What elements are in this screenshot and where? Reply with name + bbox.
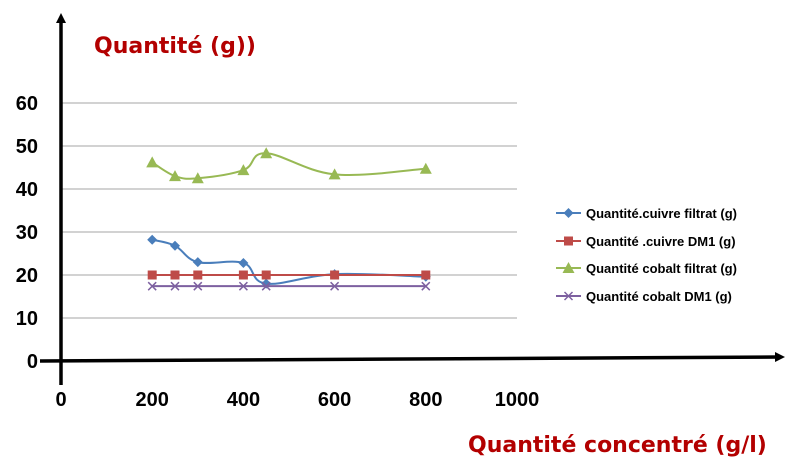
data-point xyxy=(261,270,271,280)
data-point xyxy=(147,234,158,245)
data-point xyxy=(169,170,181,182)
data-point xyxy=(170,240,180,251)
data-point xyxy=(328,168,341,180)
data-point xyxy=(238,281,248,291)
data-point xyxy=(193,281,203,291)
y-tick-labels: 0 10 20 30 40 50 60 xyxy=(16,93,38,373)
y-axis-title: Quantité (g)) xyxy=(94,34,256,59)
data-point xyxy=(237,164,250,176)
data-point xyxy=(330,281,340,291)
series-2 xyxy=(147,270,431,280)
x-axis-title: Quantité concentré (g/l) xyxy=(468,433,767,458)
legend-marker xyxy=(562,262,575,273)
y-tick-label: 0 xyxy=(27,351,38,373)
legend-label: Quantité cobalt filtrat (g) xyxy=(586,261,737,276)
data-point xyxy=(193,270,203,280)
x-tick-label: 200 xyxy=(136,389,169,411)
legend-marker xyxy=(563,208,574,218)
data-point xyxy=(146,156,159,168)
x-tick-label: 800 xyxy=(409,389,442,411)
x-tick-label: 1000 xyxy=(495,389,540,411)
x-tick-label: 600 xyxy=(318,389,351,411)
legend-item: Quantité .cuivre DM1 (g) xyxy=(556,234,736,249)
data-point xyxy=(238,257,249,268)
plot-area xyxy=(146,147,432,291)
legend: Quantité.cuivre filtrat (g) Quantité .cui… xyxy=(556,206,737,304)
legend-item: Quantité.cuivre filtrat (g) xyxy=(556,206,737,221)
grid-lines xyxy=(61,102,517,319)
data-point xyxy=(147,270,157,280)
data-point xyxy=(170,281,180,291)
data-point xyxy=(419,162,432,174)
series-4 xyxy=(147,281,431,291)
data-point xyxy=(238,270,248,280)
data-point xyxy=(421,270,431,280)
data-point xyxy=(191,172,204,184)
data-point xyxy=(330,270,340,280)
legend-marker xyxy=(564,236,573,246)
series-3 xyxy=(146,147,432,184)
legend-label: Quantité.cuivre filtrat (g) xyxy=(586,206,737,221)
legend-marker xyxy=(563,291,574,301)
y-tick-label: 10 xyxy=(16,308,38,330)
x-tick-label: 400 xyxy=(227,389,260,411)
series-1 xyxy=(147,234,431,289)
legend-item: Quantité cobalt DM1 (g) xyxy=(556,289,732,304)
y-tick-label: 40 xyxy=(16,179,38,201)
data-point xyxy=(261,281,271,291)
data-point xyxy=(421,281,431,291)
x-axis xyxy=(39,352,785,363)
data-point xyxy=(170,270,180,280)
legend-label: Quantité .cuivre DM1 (g) xyxy=(586,234,736,249)
data-point xyxy=(260,147,273,159)
y-tick-label: 20 xyxy=(16,265,38,287)
y-tick-label: 30 xyxy=(16,222,38,244)
x-tick-label: 0 xyxy=(55,389,66,411)
data-point xyxy=(147,281,157,291)
legend-item: Quantité cobalt filtrat (g) xyxy=(556,261,737,276)
data-point xyxy=(192,257,203,268)
y-tick-label: 60 xyxy=(16,93,38,115)
y-tick-label: 50 xyxy=(16,136,38,158)
series-line xyxy=(151,152,426,180)
legend-label: Quantité cobalt DM1 (g) xyxy=(586,289,732,304)
x-tick-labels: 0 200 400 600 800 1000 xyxy=(55,389,539,411)
